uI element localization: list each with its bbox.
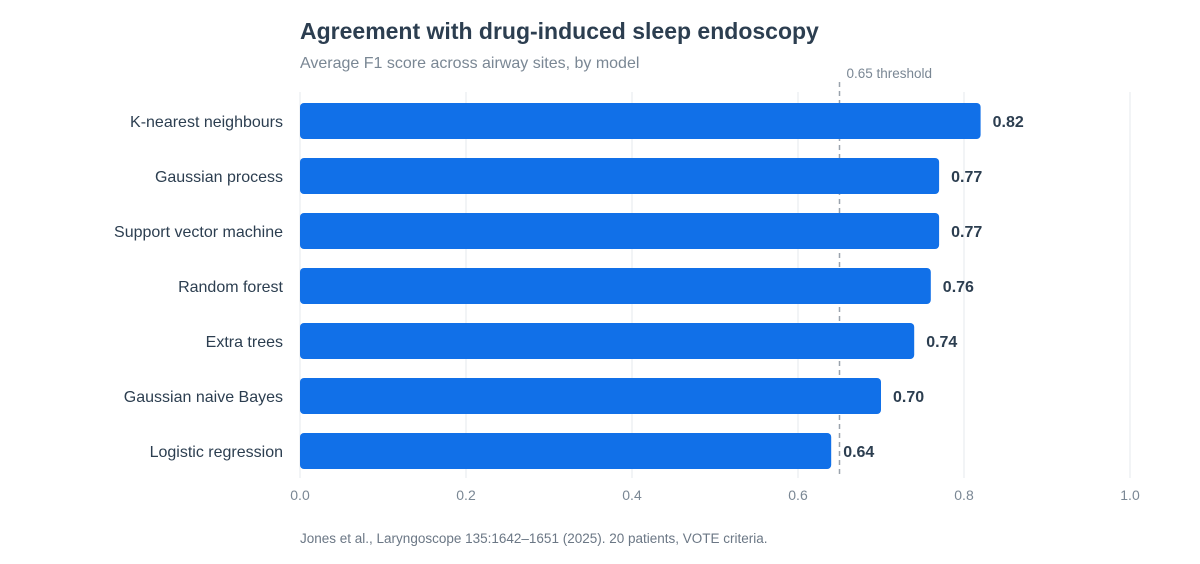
x-tick-label: 0.4 (622, 487, 642, 503)
x-tick-label: 0.2 (456, 487, 476, 503)
value-label: 0.82 (993, 114, 1024, 131)
bar (300, 103, 981, 139)
category-label: Gaussian naive Bayes (124, 389, 283, 406)
bar (300, 378, 881, 414)
category-label: K-nearest neighbours (130, 114, 283, 131)
threshold-label: 0.65 threshold (847, 66, 933, 81)
value-label: 0.76 (943, 279, 974, 296)
bar (300, 433, 832, 469)
category-label: Gaussian process (155, 169, 283, 186)
value-label: 0.77 (951, 224, 982, 241)
value-label: 0.64 (843, 444, 874, 461)
value-label: 0.77 (951, 169, 982, 186)
value-label: 0.74 (926, 334, 957, 351)
category-label: Support vector machine (114, 224, 283, 241)
value-label: 0.70 (893, 389, 924, 406)
x-tick-label: 1.0 (1120, 487, 1140, 503)
x-tick-label: 0.8 (954, 487, 974, 503)
bar (300, 158, 940, 194)
bar (300, 323, 915, 359)
chart-title: Agreement with drug-induced sleep endosc… (300, 18, 819, 44)
chart-subtitle: Average F1 score across airway sites, by… (300, 55, 640, 72)
x-tick-label: 0.0 (290, 487, 310, 503)
bar (300, 268, 931, 304)
category-label: Logistic regression (150, 444, 283, 461)
x-tick-label: 0.6 (788, 487, 808, 503)
labels: K-nearest neighbours 0.82 Gaussian process… (114, 114, 1024, 461)
chart-source-note: Jones et al., Laryngoscope 135:1642–1651… (300, 531, 768, 546)
category-label: Random forest (178, 279, 283, 296)
x-axis-ticks: 0.0 0.2 0.4 0.6 0.8 1.0 (290, 487, 1140, 503)
category-label: Extra trees (206, 334, 283, 351)
bars (300, 103, 981, 469)
bar (300, 213, 940, 249)
